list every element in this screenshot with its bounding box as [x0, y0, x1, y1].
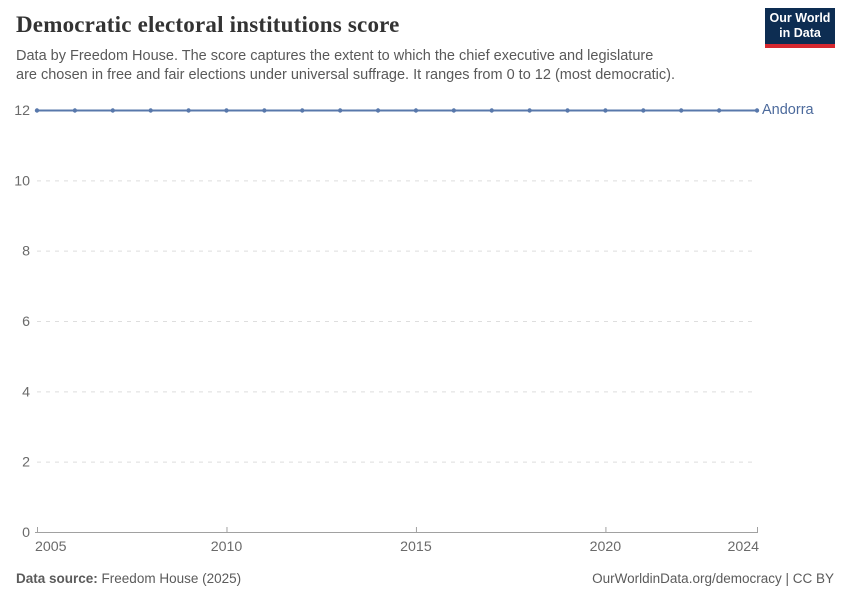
data-point[interactable]: [527, 108, 532, 113]
data-point[interactable]: [641, 108, 646, 113]
attribution: OurWorldinData.org/democracy | CC BY: [592, 571, 834, 586]
data-point[interactable]: [413, 108, 419, 113]
x-axis-tick-label: 2024: [727, 539, 759, 555]
y-axis-tick-label: 10: [14, 173, 30, 189]
x-axis-tick-label: 2020: [590, 539, 622, 555]
data-point[interactable]: [451, 108, 457, 113]
x-axis-tick-label: 2005: [35, 539, 67, 555]
y-axis-tick-label: 2: [22, 455, 30, 471]
data-point[interactable]: [754, 108, 760, 113]
data-point[interactable]: [72, 108, 78, 113]
data-point[interactable]: [489, 108, 494, 113]
data-point[interactable]: [224, 108, 229, 113]
owid-logo-line1: Our World: [769, 10, 831, 25]
data-point[interactable]: [110, 108, 115, 113]
x-axis-tick-label: 2010: [211, 539, 243, 555]
data-source: Data source: Freedom House (2025): [16, 571, 241, 586]
owid-logo-line2: in Data: [779, 26, 821, 40]
y-axis-tick-label: 12: [14, 103, 30, 119]
y-axis-tick-label: 4: [22, 384, 30, 400]
data-point[interactable]: [603, 108, 608, 113]
data-point[interactable]: [565, 108, 570, 113]
chart-footer: Data source: Freedom House (2025) OurWor…: [16, 571, 834, 586]
x-axis-tick-label: 2015: [400, 539, 432, 555]
data-source-label: Data source:: [16, 571, 98, 586]
data-source-value: Freedom House (2025): [101, 571, 242, 586]
data-point[interactable]: [186, 108, 191, 113]
owid-logo: Our World in Data: [765, 8, 835, 48]
page-title: Democratic electoral institutions score: [16, 12, 400, 37]
data-point[interactable]: [679, 108, 684, 113]
data-point[interactable]: [262, 108, 267, 113]
y-axis-tick-label: 8: [22, 244, 30, 260]
data-point[interactable]: [716, 108, 722, 113]
chart-header: Democratic electoral institutions score …: [16, 12, 676, 85]
data-point[interactable]: [34, 108, 40, 113]
data-point[interactable]: [375, 108, 381, 113]
data-point[interactable]: [337, 108, 343, 113]
chart-subtitle: Data by Freedom House. The score capture…: [16, 48, 676, 84]
data-point[interactable]: [300, 108, 305, 113]
series-label-andorra[interactable]: Andorra: [762, 102, 814, 118]
y-axis-tick-label: 6: [22, 314, 30, 330]
y-axis-tick-label: 0: [22, 525, 30, 541]
data-point[interactable]: [148, 108, 153, 113]
